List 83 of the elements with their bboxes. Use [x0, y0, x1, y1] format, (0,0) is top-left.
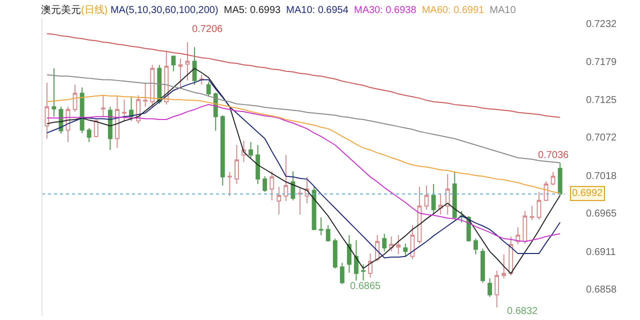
text: MA5: 0.6993 — [224, 5, 282, 16]
candlestick — [502, 254, 506, 279]
candlestick — [312, 186, 316, 231]
candlestick — [318, 216, 324, 236]
y-tick-label: 0.7072 — [586, 132, 618, 144]
annotation: 0.6832 — [507, 306, 538, 317]
annotation: 0.7036 — [538, 150, 570, 161]
candlestick — [114, 96, 120, 148]
candlestick — [100, 94, 106, 118]
candlestick — [508, 236, 514, 276]
candlestick — [445, 174, 450, 216]
candlestick — [94, 118, 98, 138]
candlestick — [129, 96, 134, 122]
ref-line-label: 0.6992 — [572, 188, 604, 199]
text: MA(5,10,30,60,100,200) — [110, 5, 218, 16]
text: MA60: 0.6991 — [422, 5, 485, 16]
candlestick — [192, 46, 197, 86]
candlestick — [340, 262, 344, 285]
chart-subtitle: (日线) — [81, 4, 108, 16]
candlestick — [410, 224, 415, 260]
candlestick — [452, 171, 457, 220]
y-tick-label: 0.7125 — [586, 95, 618, 106]
candlestick — [396, 234, 401, 255]
candlestick — [530, 206, 534, 221]
candlestick — [536, 191, 542, 220]
candlestick — [558, 162, 562, 196]
y-tick-label: 0.6965 — [586, 208, 618, 220]
candlestick — [550, 171, 556, 186]
candlestick — [178, 58, 183, 90]
line-series — [46, 33, 561, 118]
candlestick — [431, 184, 436, 214]
text: MA30: 0.6938 — [354, 5, 417, 16]
candlestick — [220, 114, 225, 186]
candlestick — [332, 238, 338, 269]
candlestick — [346, 234, 352, 274]
candlestick — [284, 154, 288, 202]
candlestick — [143, 82, 148, 108]
candlestick — [157, 64, 162, 104]
candlestick — [52, 68, 56, 118]
candlestick — [270, 170, 274, 201]
annotation: 0.6865 — [350, 281, 382, 292]
candlestick — [480, 248, 485, 284]
candlestick — [248, 142, 253, 158]
candlestick — [185, 42, 190, 81]
candlestick — [488, 278, 492, 298]
candlestick — [171, 55, 176, 72]
candlestick — [44, 82, 50, 140]
candlestick — [494, 270, 500, 308]
candlestick — [403, 243, 408, 257]
y-tick-label: 0.7232 — [586, 19, 618, 30]
candlestick — [262, 176, 268, 192]
annotation: 0.7206 — [192, 24, 224, 35]
candlestick — [290, 170, 296, 201]
candlestick — [256, 144, 260, 185]
candlestick — [368, 253, 372, 278]
candlestick — [382, 233, 387, 252]
candlestick — [438, 192, 443, 216]
text: MA10: 0.6954 — [286, 5, 349, 16]
candlestick — [276, 186, 282, 216]
y-tick-label: 0.6911 — [586, 246, 616, 258]
candlestick — [122, 99, 126, 122]
candlestick — [417, 186, 422, 244]
candlestick — [389, 236, 394, 252]
candlestick — [361, 264, 366, 282]
candlestick — [354, 240, 358, 282]
text: MA10 — [490, 5, 516, 16]
candlestick — [234, 144, 239, 185]
y-tick-label: 0.6858 — [586, 284, 618, 296]
candlestick — [108, 106, 112, 150]
y-tick-label: 0.7179 — [586, 56, 618, 68]
candlestick — [298, 186, 302, 216]
candlestick — [150, 64, 155, 108]
candlestick — [326, 224, 330, 242]
candlestick — [474, 238, 478, 255]
candlestick — [72, 84, 78, 112]
candlestick — [424, 184, 429, 210]
candlestick — [227, 171, 232, 197]
candlestick — [206, 81, 211, 98]
candlestick — [80, 87, 84, 134]
chart-title: 澳元美元 — [41, 4, 81, 16]
candlestick — [522, 210, 528, 244]
candlestick — [86, 127, 92, 143]
y-tick-label: 0.7018 — [586, 171, 618, 182]
